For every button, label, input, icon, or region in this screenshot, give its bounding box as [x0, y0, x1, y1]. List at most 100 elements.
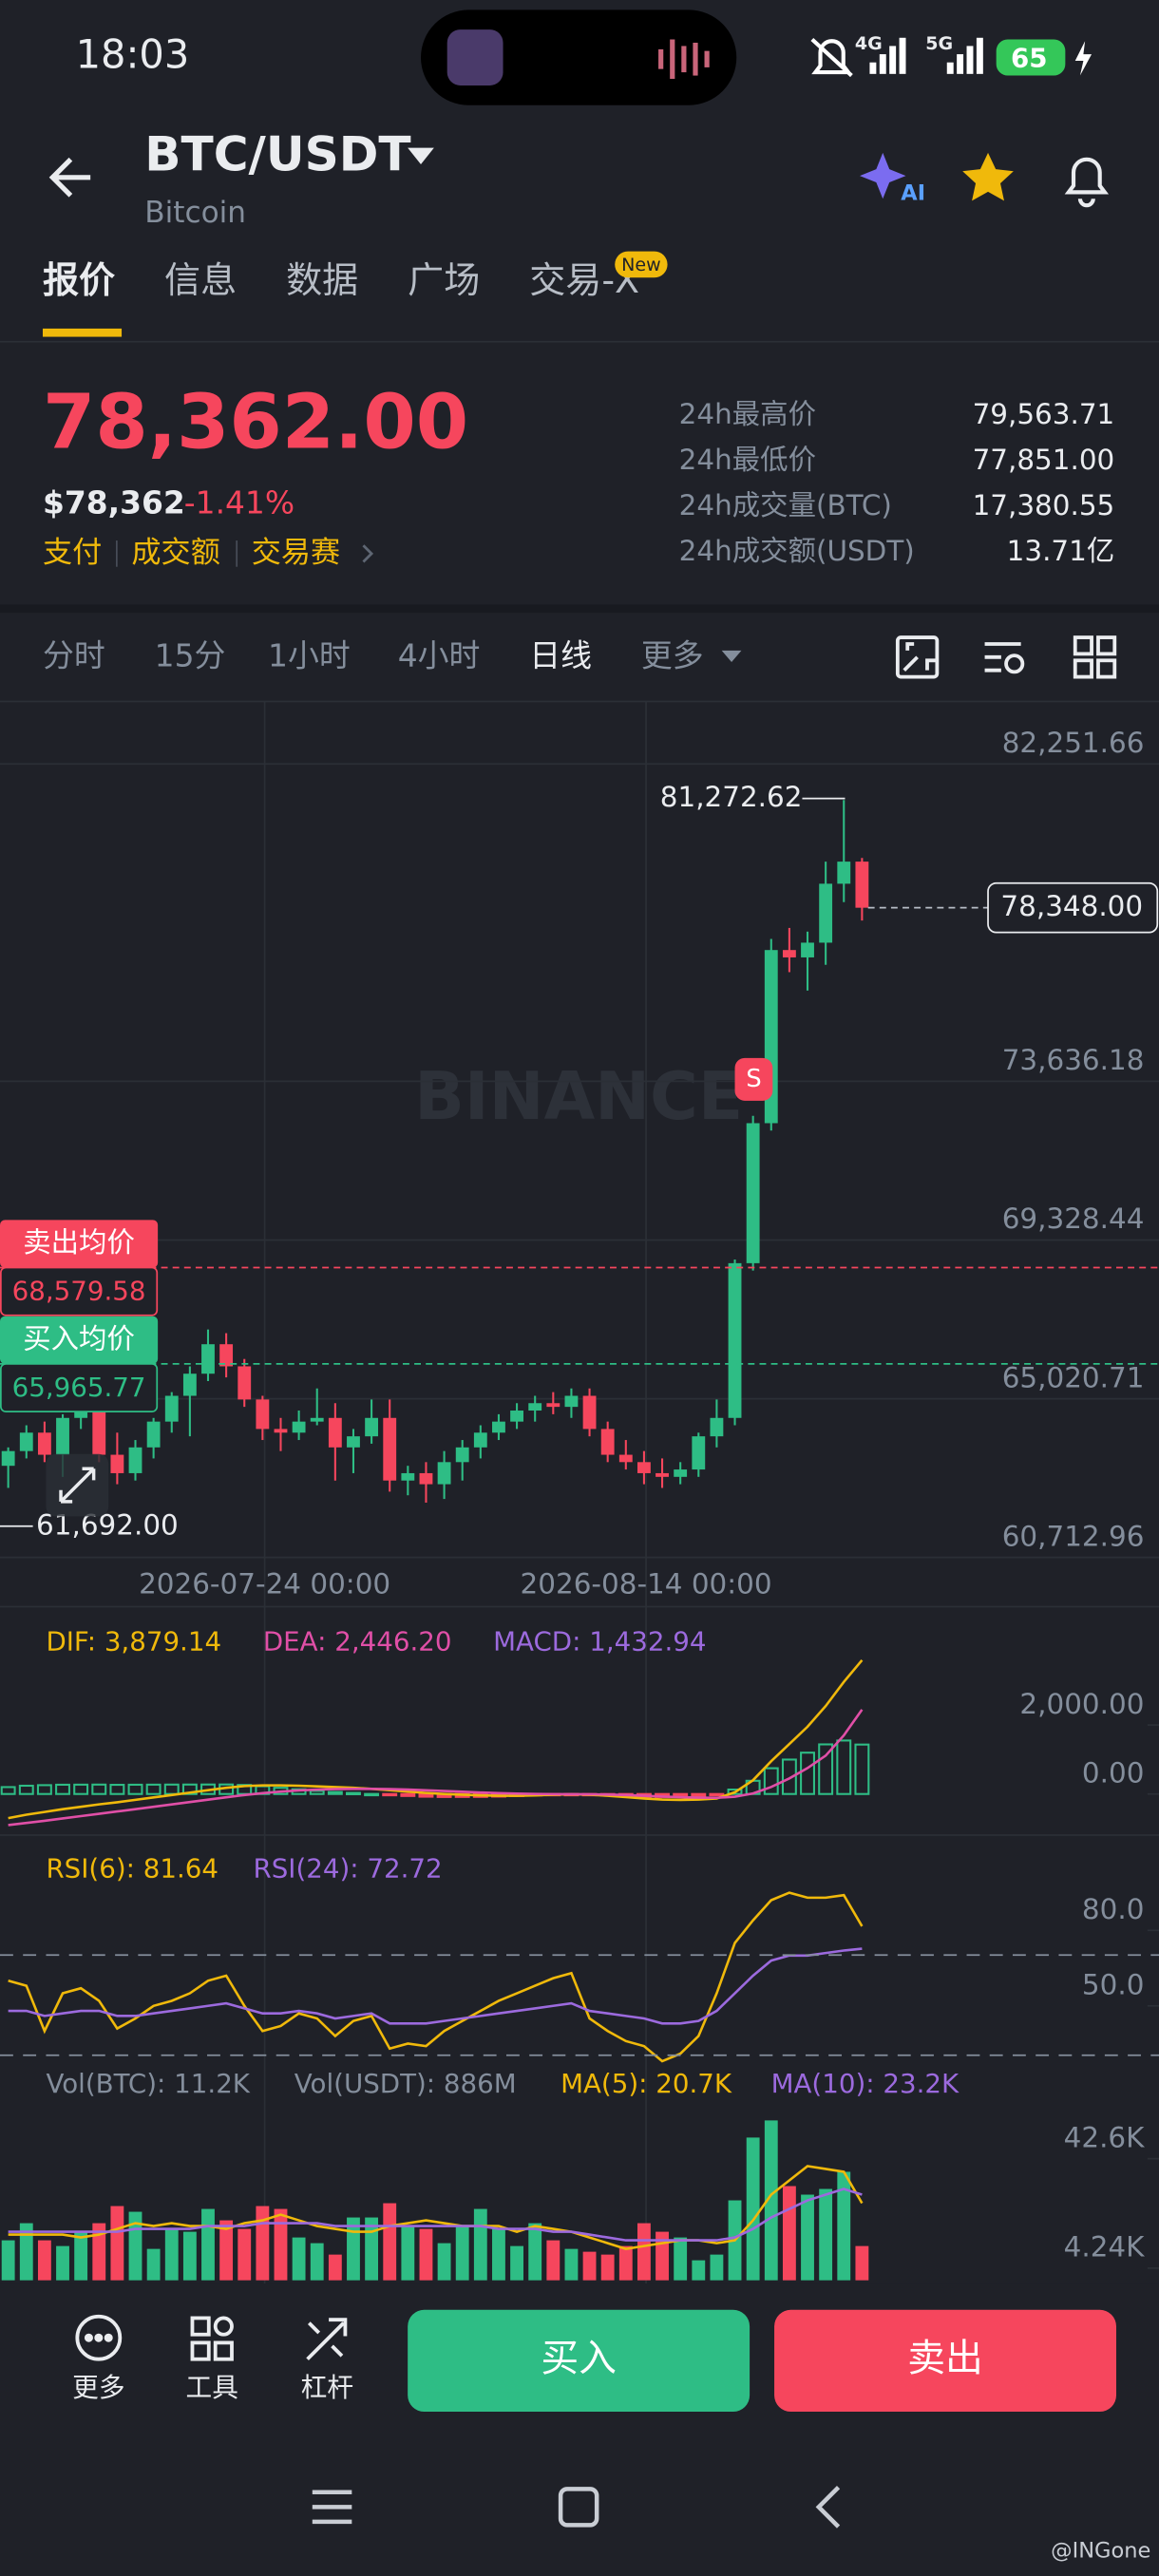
volume-bar [473, 2208, 487, 2281]
chart-tools[interactable] [895, 635, 1117, 679]
network-label: 4G [855, 33, 883, 54]
mute-icon [810, 37, 853, 78]
macd-bar [364, 1792, 380, 1797]
volume-bar [437, 2243, 451, 2281]
candle-body [274, 1429, 288, 1433]
macd-bar [0, 1786, 16, 1795]
link-volume[interactable]: 成交额 [131, 536, 219, 570]
volume-bar [710, 2254, 724, 2281]
candle-body [56, 1417, 69, 1455]
interval[interactable]: 4小时 [398, 636, 481, 673]
candle-body [510, 1411, 523, 1422]
tool-icons[interactable] [75, 2314, 348, 2361]
candle-body [564, 1395, 579, 1408]
buy-button[interactable] [408, 2309, 750, 2413]
current-price-box [987, 881, 1159, 934]
candle-body [182, 1373, 197, 1396]
pair-title[interactable]: BTC/USDT [144, 126, 410, 182]
candle-body [110, 1454, 124, 1473]
x-tick-label: 2026-08-14 00:00 [521, 1568, 772, 1601]
avg-price-box [0, 1266, 159, 1316]
stat-value: 13.71亿 [1007, 535, 1115, 567]
volume-bar [328, 2254, 342, 2281]
interval[interactable]: 更多 [641, 636, 704, 673]
macd-bar [781, 1758, 797, 1795]
stat-label: 24h成交量(BTC) [679, 489, 892, 521]
interval[interactable]: 日线 [529, 636, 592, 673]
candle-body [292, 1421, 306, 1433]
volume-bar [564, 2248, 579, 2281]
volume-bar [401, 2226, 415, 2281]
price-change: -1.41% [184, 483, 294, 521]
tool-label[interactable]: 杠杆 [301, 2372, 353, 2403]
tool-label[interactable]: 更多 [72, 2372, 124, 2403]
sell-button[interactable] [774, 2309, 1117, 2413]
volume-bar [637, 2223, 651, 2281]
candle-body [692, 1436, 706, 1470]
volume-bar [510, 2245, 523, 2281]
app-thumb [446, 29, 504, 85]
candle-body [618, 1454, 633, 1463]
volume-bar [292, 2237, 306, 2281]
more-dropdown[interactable] [721, 650, 742, 663]
link-pay[interactable]: 支付 [43, 536, 102, 570]
y-tick-label: 82,251.66 [1002, 727, 1145, 759]
pair-name: Bitcoin [144, 196, 246, 230]
nav-bar[interactable] [312, 2486, 841, 2529]
new-badge [615, 251, 668, 278]
clock: 18:03 [76, 31, 190, 78]
macd-bar [18, 1784, 34, 1795]
y-tick-label: 50.0 [1082, 1969, 1145, 2001]
avg-price: 68,579.58 [12, 1275, 146, 1306]
y-tick-label: 4.24K [1064, 2231, 1145, 2263]
macd-bar [400, 1792, 416, 1797]
volume-bar [782, 2186, 796, 2281]
volume-bar [74, 2231, 88, 2281]
y-tick-label: 69,328.44 [1002, 1203, 1145, 1235]
tab[interactable]: 广场 [408, 259, 480, 301]
interval[interactable]: 1小时 [268, 636, 351, 673]
rsi-line [8, 1891, 864, 2063]
signal-text: S [746, 1065, 761, 1093]
rsi-line [8, 1947, 863, 2025]
volume-bar [582, 2251, 597, 2281]
fullscreen-icon [59, 1467, 96, 1504]
stat-label: 24h最高价 [679, 398, 816, 430]
ai-label: AI [901, 181, 925, 206]
favorite-button[interactable] [962, 152, 1014, 201]
volume-bar [801, 2194, 814, 2281]
pair-dropdown[interactable] [408, 147, 434, 164]
y-tick-label: 65,020.71 [1002, 1361, 1145, 1393]
volume-bar [618, 2245, 633, 2281]
watermark: BINANCE [414, 1059, 743, 1135]
candle-body [710, 1417, 724, 1437]
tab[interactable]: 信息 [164, 259, 237, 301]
chevron [362, 544, 374, 563]
volume-bar [37, 2240, 51, 2281]
back-button[interactable] [48, 157, 91, 198]
tab[interactable]: 报价 [43, 259, 115, 301]
link-contest[interactable]: 交易赛 [252, 536, 340, 570]
stat-value: 77,851.00 [973, 444, 1115, 476]
dynamic-island [421, 9, 737, 105]
tool-label[interactable]: 工具 [186, 2372, 238, 2403]
volume-bar [92, 2223, 106, 2281]
macd-bar [800, 1752, 815, 1795]
candle-body [455, 1447, 469, 1463]
signal-badge[interactable] [734, 1057, 773, 1101]
ai-icon[interactable] [860, 152, 906, 199]
volume-bar [201, 2208, 215, 2281]
volume-bar [419, 2228, 433, 2281]
candle-body [128, 1447, 142, 1473]
volume-bar [256, 2206, 270, 2281]
watermark-credit: @INGone [1051, 2539, 1150, 2564]
volume-bar [182, 2231, 197, 2281]
tab[interactable]: 数据 [286, 259, 358, 301]
candle-body [146, 1421, 161, 1448]
interval[interactable]: 分时 [43, 636, 105, 673]
x-tick-label: 2026-07-24 00:00 [139, 1568, 390, 1601]
network-label: 5G [925, 33, 953, 54]
interval[interactable]: 15分 [155, 636, 226, 673]
alert-button[interactable] [1064, 157, 1110, 208]
dea-line [8, 1709, 864, 1827]
